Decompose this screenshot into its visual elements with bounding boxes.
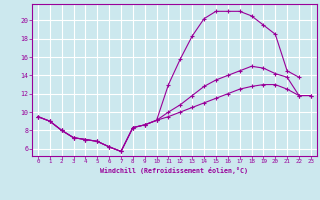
X-axis label: Windchill (Refroidissement éolien,°C): Windchill (Refroidissement éolien,°C) — [100, 167, 248, 174]
